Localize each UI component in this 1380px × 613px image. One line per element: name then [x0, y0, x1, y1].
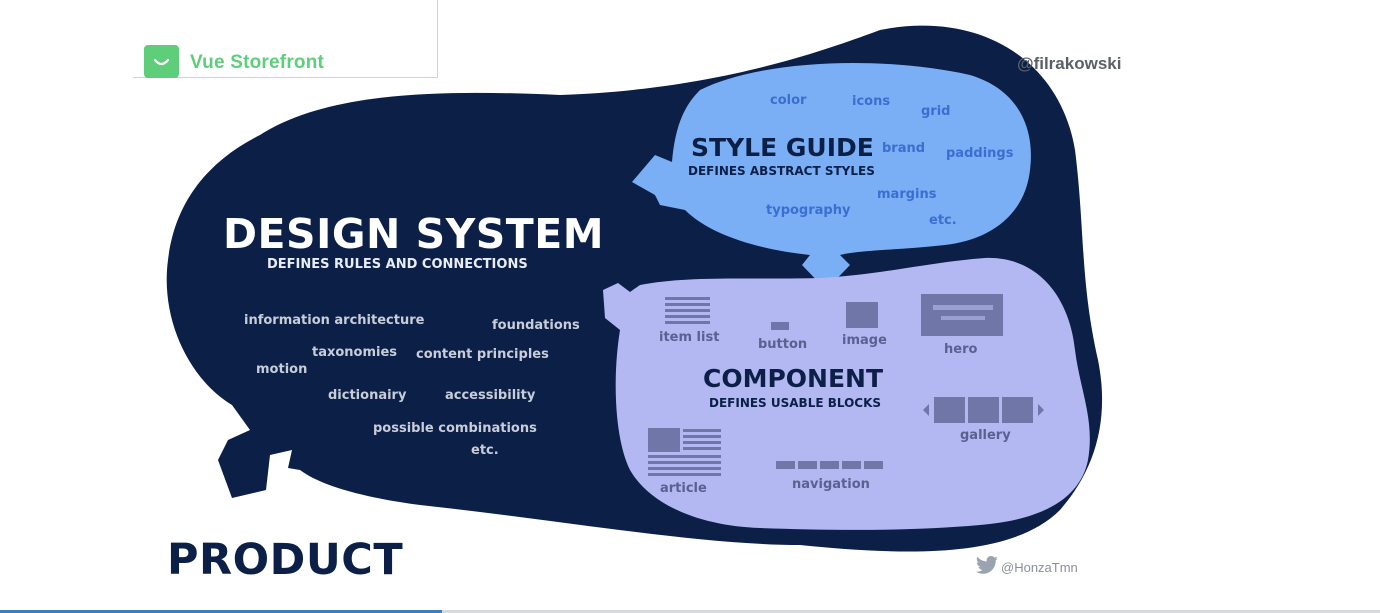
design-system-word: taxonomies	[312, 345, 398, 360]
design-system-word: motion	[256, 362, 308, 377]
logo-text: Vue Storefront	[190, 52, 325, 73]
style-guide-word: icons	[852, 94, 891, 109]
item-list-icon	[665, 297, 710, 324]
component-label-button: button	[758, 337, 808, 352]
component-subtitle: DEFINES USABLE BLOCKS	[709, 396, 882, 410]
style-guide-word: brand	[882, 141, 926, 156]
button-icon	[771, 322, 789, 330]
style-guide-blob	[632, 63, 1031, 290]
product-title: PRODUCT	[167, 535, 404, 585]
component-label-image: image	[842, 333, 887, 348]
style-guide-word: color	[770, 93, 807, 108]
component-label-gallery: gallery	[960, 428, 1011, 443]
design-system-subtitle: DEFINES RULES AND CONNECTIONS	[267, 257, 528, 272]
component-label-navigation: navigation	[792, 477, 870, 492]
twitter-bird-icon	[976, 556, 998, 574]
component-title: COMPONENT	[703, 364, 884, 393]
component-label-hero: hero	[944, 342, 978, 357]
twitter-handle: @HonzaTmn	[1001, 560, 1078, 575]
gallery-icon	[923, 397, 1044, 423]
navigation-icon	[776, 461, 883, 469]
author-handle: @filrakowski	[1017, 54, 1122, 73]
component-label-item-list: item list	[659, 330, 720, 345]
logo-area	[133, 0, 438, 78]
component-label-article: article	[660, 481, 707, 496]
style-guide-subtitle: DEFINES ABSTRACT STYLES	[688, 164, 875, 178]
slide-progress-fill	[0, 610, 442, 613]
slide-progress-track	[0, 610, 1380, 613]
style-guide-word: paddings	[946, 146, 1014, 161]
style-guide-word: typography	[766, 203, 851, 218]
article-icon	[648, 428, 721, 476]
style-guide-title: STYLE GUIDE	[691, 133, 874, 162]
design-system-word: content principles	[416, 347, 549, 362]
design-system-word: etc.	[471, 443, 499, 458]
style-guide-word: grid	[921, 104, 951, 119]
design-system-word: information architecture	[244, 313, 425, 328]
design-system-word: foundations	[492, 318, 580, 333]
vue-storefront-logo-icon	[144, 45, 179, 78]
style-guide-word: margins	[877, 187, 937, 202]
design-system-word: accessibility	[445, 388, 536, 403]
design-system-word: dictionairy	[328, 388, 407, 403]
design-system-title: DESIGN SYSTEM	[223, 210, 605, 258]
image-icon	[846, 302, 878, 328]
style-guide-word: etc.	[929, 213, 957, 228]
hero-icon	[921, 294, 1003, 336]
design-system-word: possible combinations	[373, 421, 537, 436]
